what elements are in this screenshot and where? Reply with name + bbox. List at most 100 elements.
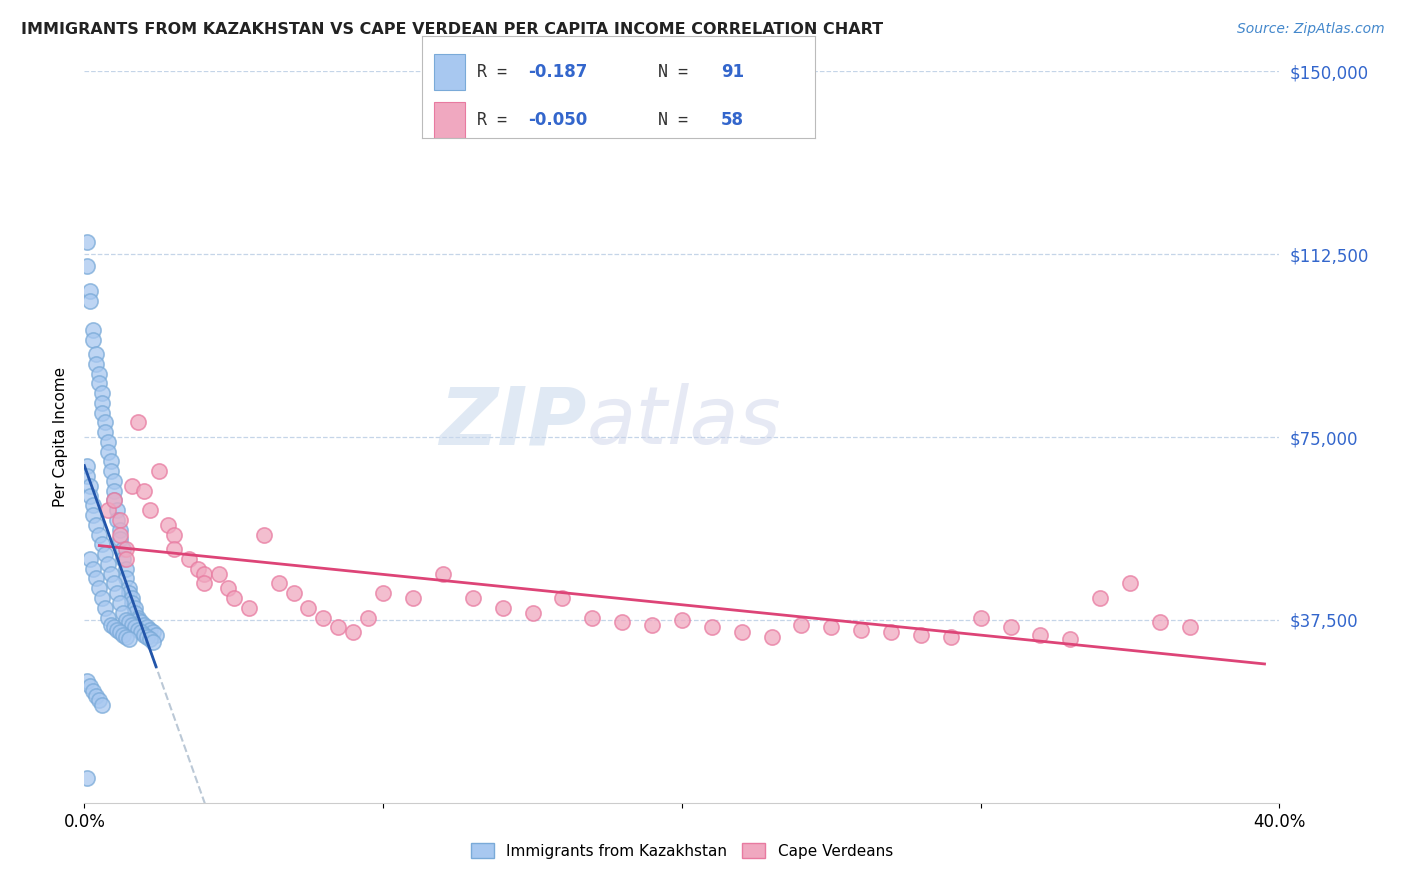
Point xyxy=(129,625,152,640)
Point xyxy=(76,235,98,249)
Point xyxy=(89,527,111,541)
Point xyxy=(110,523,132,537)
Point xyxy=(157,517,180,532)
Point xyxy=(115,552,138,566)
Point xyxy=(222,591,245,605)
Point xyxy=(208,566,231,581)
Point xyxy=(820,620,842,634)
Point xyxy=(86,347,108,361)
Point xyxy=(97,557,120,571)
Point xyxy=(142,635,165,649)
Point xyxy=(402,591,425,605)
Text: -0.050: -0.050 xyxy=(529,111,588,128)
Point xyxy=(86,357,108,371)
Point xyxy=(91,698,114,713)
Point xyxy=(700,620,723,634)
Point xyxy=(129,615,152,630)
Point xyxy=(124,620,146,634)
Text: R =: R = xyxy=(477,62,517,80)
Point xyxy=(110,625,132,640)
Point xyxy=(342,625,364,640)
Point xyxy=(132,627,156,641)
Point xyxy=(121,591,143,605)
Point xyxy=(105,623,128,637)
Point xyxy=(86,689,108,703)
Point xyxy=(145,627,167,641)
Text: 58: 58 xyxy=(721,111,744,128)
Point xyxy=(139,503,162,517)
Point xyxy=(110,596,132,610)
Point xyxy=(89,693,111,707)
Point xyxy=(86,572,108,586)
Point xyxy=(127,416,149,430)
Text: N =: N = xyxy=(658,111,697,128)
Point xyxy=(105,503,128,517)
Point xyxy=(91,386,114,401)
Point xyxy=(103,576,125,591)
Point xyxy=(82,499,104,513)
Point xyxy=(522,606,544,620)
FancyBboxPatch shape xyxy=(433,54,465,89)
Point xyxy=(136,620,159,634)
Point xyxy=(105,586,128,600)
Point xyxy=(89,367,111,381)
Point xyxy=(1149,615,1171,630)
FancyBboxPatch shape xyxy=(433,102,465,137)
Point xyxy=(100,464,122,478)
Point xyxy=(94,600,117,615)
Text: atlas: atlas xyxy=(586,384,782,461)
Point xyxy=(253,527,276,541)
Legend: Immigrants from Kazakhstan, Cape Verdeans: Immigrants from Kazakhstan, Cape Verdean… xyxy=(465,837,898,864)
Point xyxy=(97,444,120,458)
Point xyxy=(139,623,162,637)
Point xyxy=(112,627,135,641)
Point xyxy=(238,600,260,615)
Point xyxy=(112,606,135,620)
Point xyxy=(79,284,101,298)
Point xyxy=(100,566,122,581)
Point xyxy=(432,566,454,581)
Point xyxy=(94,547,117,561)
Point xyxy=(86,517,108,532)
Point xyxy=(641,617,664,632)
Point xyxy=(187,562,209,576)
Point xyxy=(671,613,693,627)
Point xyxy=(163,542,186,557)
Point xyxy=(103,483,125,498)
Point xyxy=(461,591,484,605)
Point xyxy=(91,537,114,551)
Point xyxy=(115,542,138,557)
Point xyxy=(118,586,141,600)
Point xyxy=(193,576,215,591)
Point xyxy=(139,632,162,647)
Point xyxy=(127,623,149,637)
Point xyxy=(283,586,305,600)
Point xyxy=(121,479,143,493)
Point xyxy=(110,533,132,547)
Point xyxy=(115,630,138,644)
Point xyxy=(82,683,104,698)
Point xyxy=(76,469,98,483)
Point xyxy=(76,673,98,688)
Point xyxy=(76,772,98,786)
Point xyxy=(217,581,239,595)
Point xyxy=(297,600,319,615)
Point xyxy=(115,613,138,627)
Text: IMMIGRANTS FROM KAZAKHSTAN VS CAPE VERDEAN PER CAPITA INCOME CORRELATION CHART: IMMIGRANTS FROM KAZAKHSTAN VS CAPE VERDE… xyxy=(21,22,883,37)
Point xyxy=(94,425,117,440)
Point xyxy=(115,562,138,576)
Point xyxy=(127,610,149,624)
Point xyxy=(118,632,141,647)
Point xyxy=(100,617,122,632)
Point xyxy=(115,572,138,586)
Point xyxy=(142,625,165,640)
Text: Source: ZipAtlas.com: Source: ZipAtlas.com xyxy=(1237,22,1385,37)
Point xyxy=(127,613,149,627)
Point xyxy=(79,552,101,566)
Point xyxy=(100,454,122,468)
Point xyxy=(118,581,141,595)
Point xyxy=(1000,620,1022,634)
Point xyxy=(76,459,98,474)
Point xyxy=(132,483,156,498)
Point xyxy=(82,508,104,522)
